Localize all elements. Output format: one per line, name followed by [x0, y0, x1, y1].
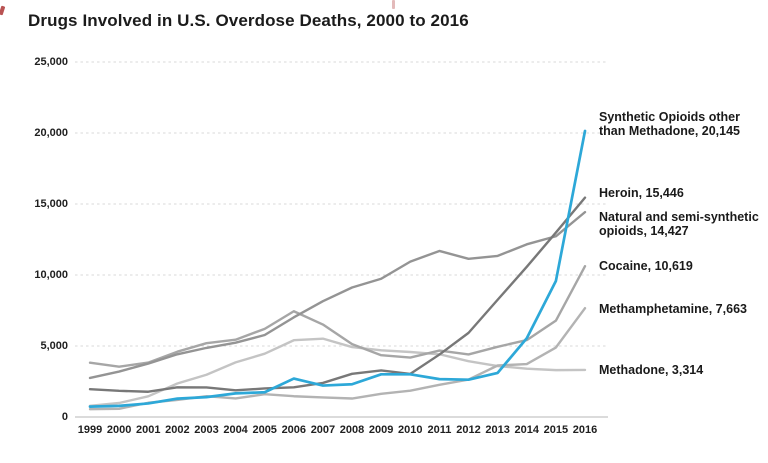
- x-tick-label: 2013: [485, 424, 510, 436]
- red-mark-artifact-title-end: [392, 0, 395, 9]
- legend-label-methamphetamine: Methamphetamine, 7,663: [599, 302, 747, 317]
- legend-label-natural-and-semi-synthetic-opioids: Natural and semi-synthetic opioids, 14,4…: [599, 210, 759, 239]
- y-tick-label: 25,000: [34, 56, 68, 68]
- y-tick-label: 0: [61, 411, 68, 423]
- series-line-methadone: [88, 337, 587, 408]
- series-line-natural-and-semi-synthetic-opioids: [88, 210, 587, 380]
- x-tick-label: 2015: [543, 424, 569, 436]
- y-tick-label: 20,000: [34, 127, 68, 139]
- y-tick-label: 10,000: [34, 269, 68, 281]
- x-tick-label: 2003: [194, 424, 219, 436]
- x-tick-label: 2004: [223, 424, 248, 436]
- x-tick-label: 2011: [427, 424, 452, 436]
- y-tick-label: 15,000: [34, 198, 68, 210]
- legend-label-cocaine: Cocaine, 10,619: [599, 259, 693, 274]
- x-tick-label: 2002: [165, 424, 190, 436]
- chart-title: Drugs Involved in U.S. Overdose Deaths, …: [28, 11, 469, 30]
- legend-label-methadone: Methadone, 3,314: [599, 362, 704, 377]
- legend-label-synthetic-opioids-other-than-methadone: Synthetic Opioids other than Methadone, …: [599, 109, 741, 138]
- series-line-synthetic-opioids-other-than-methadone: [88, 129, 587, 408]
- x-tick-label: 2006: [281, 424, 307, 436]
- x-tick-label: 2014: [514, 424, 539, 436]
- legend-label-heroin: Heroin, 15,446: [599, 185, 684, 200]
- series-line-cocaine: [88, 265, 587, 368]
- series-line-heroin: [88, 196, 587, 393]
- x-tick-label: 2010: [398, 424, 423, 436]
- x-tick-label: 2001: [135, 424, 161, 436]
- x-tick-label: 2000: [106, 424, 132, 436]
- x-tick-label: 2012: [456, 424, 481, 436]
- x-tick-label: 2008: [339, 424, 365, 436]
- x-tick-label: 2007: [310, 424, 336, 436]
- x-tick-label: 1999: [77, 424, 103, 436]
- x-tick-label: 2016: [572, 424, 598, 436]
- x-tick-label: 2005: [252, 424, 277, 436]
- y-tick-label: 5,000: [40, 340, 68, 352]
- x-tick-label: 2009: [368, 424, 394, 436]
